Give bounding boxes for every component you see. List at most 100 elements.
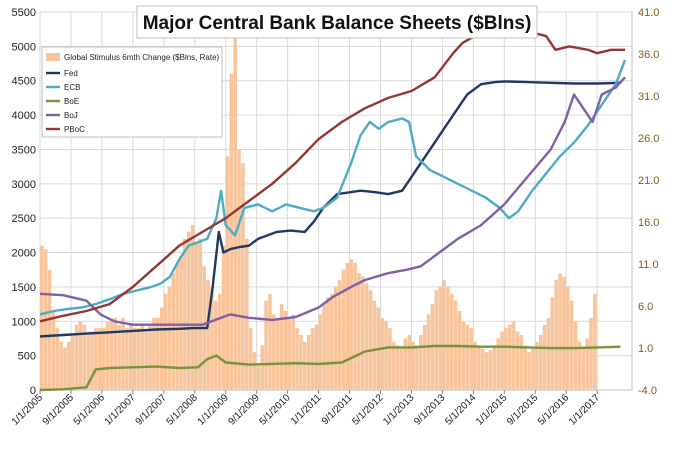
stimulus-bar — [442, 280, 446, 390]
y-right-tick-label: 11.0 — [638, 259, 659, 271]
y-right-tick-label: -4.0 — [638, 385, 657, 397]
stimulus-bar — [175, 262, 179, 390]
stimulus-bar — [179, 255, 183, 390]
stimulus-bar — [388, 328, 392, 390]
stimulus-bar — [535, 341, 539, 390]
stimulus-bar — [98, 328, 102, 390]
stimulus-bar — [523, 345, 528, 390]
stimulus-bar — [330, 293, 334, 390]
stimulus-bar — [90, 331, 94, 390]
y-right-tick-label: 26.0 — [638, 133, 659, 145]
stimulus-bar — [268, 293, 272, 390]
y-left-tick-label: 2500 — [12, 213, 36, 225]
series-lines — [39, 17, 627, 392]
stimulus-bar — [546, 317, 551, 390]
stimulus-bar — [295, 328, 299, 390]
stimulus-bar — [186, 231, 191, 390]
y-left-tick-label: 4000 — [12, 110, 36, 122]
stimulus-bar — [480, 348, 485, 390]
stimulus-bar — [156, 317, 160, 390]
stimulus-bar — [504, 328, 508, 390]
stimulus-bar — [333, 286, 338, 390]
legend: Global Stimulus 6mth Change ($Blns, Rate… — [41, 46, 223, 138]
stimulus-bar — [500, 331, 504, 390]
stimulus-bar — [492, 345, 497, 390]
stimulus-bar — [361, 276, 365, 390]
stimulus-bar — [562, 276, 566, 390]
stimulus-bar — [217, 293, 222, 390]
stimulus-bar — [573, 321, 578, 390]
stimulus-bar — [581, 348, 586, 390]
stimulus-bar — [449, 293, 454, 390]
stimulus-bar — [419, 335, 423, 390]
stimulus-bar — [244, 238, 249, 390]
y-right-tick-label: 16.0 — [638, 217, 659, 229]
legend-label-boj: BoJ — [64, 111, 78, 120]
stimulus-bar — [256, 365, 261, 390]
y-left-tick-label: 5000 — [12, 41, 36, 53]
stimulus-bar — [519, 335, 524, 390]
title-frame — [136, 5, 538, 39]
y-right-tick-label: 6.0 — [638, 301, 653, 313]
stimulus-bar — [190, 225, 195, 390]
stimulus-bar — [322, 304, 326, 390]
stimulus-bar — [159, 307, 164, 390]
stimulus-bar — [477, 345, 481, 390]
stimulus-bar — [128, 324, 133, 390]
stimulus-bar — [593, 293, 597, 390]
stimulus-bar — [101, 328, 106, 390]
series-line-ecb — [39, 59, 627, 316]
stimulus-bar — [136, 328, 141, 390]
y-left-tick-label: 3500 — [12, 144, 36, 156]
stimulus-bar — [558, 273, 562, 390]
series-line-pboc — [39, 17, 625, 323]
stimulus-bar — [577, 341, 582, 390]
stimulus-bar — [426, 314, 431, 390]
series-line-fed — [39, 80, 621, 338]
stimulus-bar — [345, 262, 350, 390]
stimulus-bar — [326, 297, 330, 390]
y-right-tick-label: 21.0 — [638, 175, 659, 187]
stimulus-bar — [109, 321, 114, 390]
stimulus-bar — [542, 324, 547, 390]
stimulus-bar — [163, 293, 168, 390]
stimulus-bar — [538, 335, 543, 390]
stimulus-bar — [496, 338, 500, 390]
stimulus-bar — [515, 331, 520, 390]
stimulus-bar — [438, 286, 442, 390]
stimulus-bar — [550, 297, 555, 390]
legend-label-stimulus: Global Stimulus 6mth Change ($Blns, Rate… — [64, 53, 220, 62]
stimulus-bar — [368, 290, 373, 390]
legend-label-fed: Fed — [64, 69, 78, 78]
stimulus-bar — [275, 317, 280, 390]
stimulus-bar — [341, 269, 346, 390]
stimulus-bar — [507, 324, 512, 390]
stimulus-bar — [303, 341, 307, 390]
stimulus-bar — [457, 310, 462, 390]
stimulus-bar — [214, 300, 218, 390]
stimulus-bar — [94, 328, 98, 390]
stimulus-bar — [248, 328, 253, 390]
stimulus-bar — [125, 328, 129, 390]
y-left-tick-label: 500 — [18, 351, 36, 363]
legend-label-pboc: PBoC — [64, 125, 85, 134]
stimulus-bar — [55, 328, 60, 390]
stimulus-bar — [488, 350, 493, 390]
stimulus-bar — [337, 280, 342, 390]
stimulus-bar — [434, 290, 439, 390]
stimulus-bar — [67, 341, 71, 390]
y-left-tick-label: 3000 — [12, 179, 36, 191]
stimulus-bar — [314, 324, 319, 390]
stimulus-bar — [384, 321, 388, 390]
chart-title: Major Central Bank Balance Sheets ($Blns… — [143, 13, 532, 34]
stimulus-bar — [395, 345, 400, 390]
stimulus-bar — [237, 149, 241, 390]
stimulus-bar — [279, 304, 284, 390]
stimulus-bar — [117, 324, 121, 390]
stimulus-bar — [198, 238, 203, 390]
y-left-tick-label: 1500 — [12, 282, 36, 294]
stimulus-bar — [47, 269, 52, 390]
stimulus-bar — [241, 163, 245, 390]
stimulus-bar — [473, 341, 477, 390]
stimulus-bar — [484, 352, 489, 390]
